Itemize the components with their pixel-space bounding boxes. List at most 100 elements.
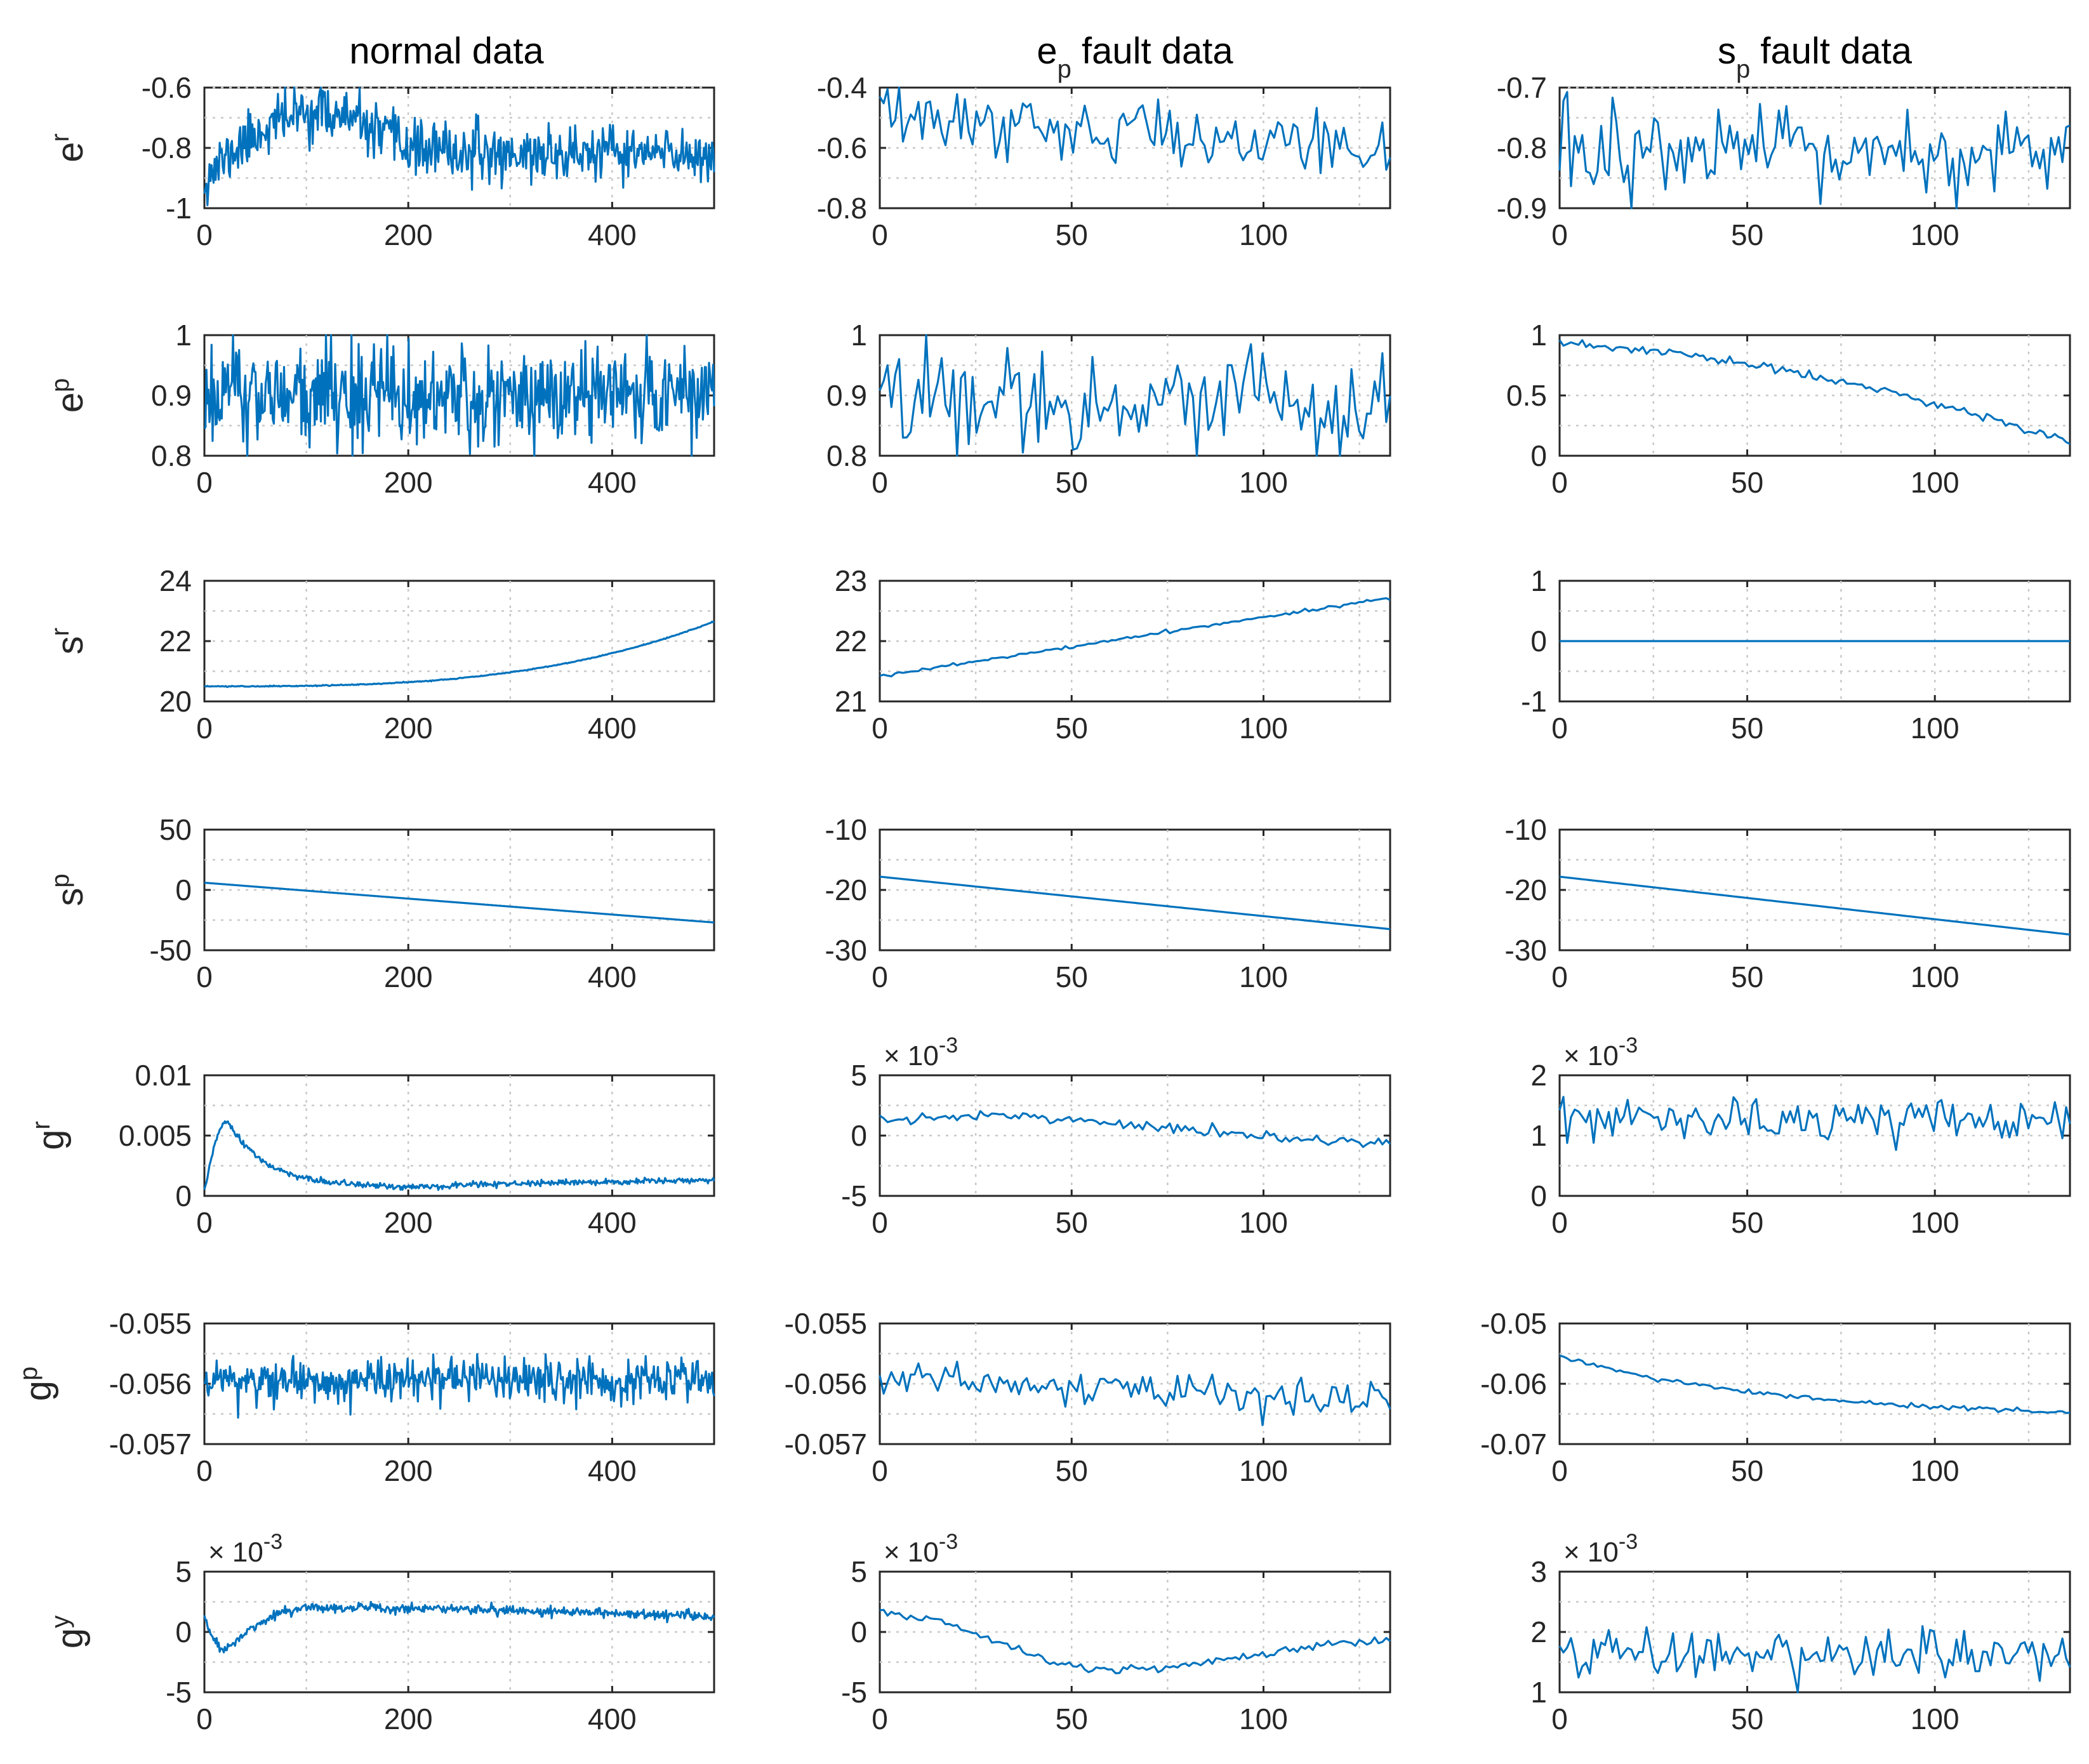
x-tick-label: 400 — [588, 466, 637, 499]
panel-r2-c1: 0 50 100 21 22 23 — [835, 564, 1391, 745]
series-line — [879, 597, 1391, 678]
y-tick-label: 22 — [159, 625, 192, 658]
y-tick-label: 1 — [1530, 564, 1547, 597]
series-line — [204, 882, 715, 924]
x-tick-label: 0 — [196, 960, 213, 993]
y-tick-label: 0 — [1530, 625, 1547, 658]
y-tick-label: -0.4 — [817, 71, 867, 104]
row-label-1: ep — [46, 378, 91, 413]
exponent-power: -3 — [263, 1530, 282, 1554]
y-tick-label: 1 — [851, 319, 867, 352]
x-tick-label: 100 — [1911, 1702, 1960, 1735]
y-tick-label: -5 — [841, 1676, 867, 1709]
y-tick-label: 5 — [175, 1555, 192, 1588]
x-tick-label: 0 — [196, 1206, 213, 1239]
x-tick-label: 100 — [1911, 466, 1960, 499]
y-tick-label: -5 — [166, 1676, 192, 1709]
y-tick-label: -0.8 — [142, 131, 192, 164]
row-label-6: gy — [46, 1615, 91, 1648]
series-line — [879, 1360, 1391, 1426]
y-tick-label: -30 — [1505, 934, 1547, 967]
x-tick-label: 50 — [1056, 1702, 1088, 1735]
y-tick-label: 20 — [159, 685, 192, 718]
panel-r3-c1: 0 50 100 -30 -20 -10 — [825, 813, 1391, 993]
y-tick-label: 0.8 — [826, 439, 867, 472]
x-tick-label: 200 — [384, 218, 433, 251]
x-tick-label: 50 — [1731, 960, 1763, 993]
x-tick-label: 50 — [1731, 1702, 1763, 1735]
series-line — [203, 86, 715, 206]
column-title-subscript: p — [1736, 55, 1750, 83]
exponent-label: × 10-3 — [1563, 1530, 1638, 1568]
column-title-ep_fault: ep fault data — [1037, 30, 1233, 83]
x-tick-label: 0 — [872, 218, 888, 251]
x-tick-label: 100 — [1239, 1454, 1288, 1487]
panel-r0-c0: 0 200 400 -1 -0.8 -0.6 — [142, 71, 715, 251]
y-tick-label: -0.05 — [1480, 1307, 1547, 1340]
y-tick-label: 0 — [851, 1119, 867, 1152]
y-tick-label: -1 — [166, 192, 192, 225]
panel-r6-c0: 0 200 400-505× 10-3 — [166, 1530, 715, 1735]
y-tick-label: 2 — [1530, 1615, 1547, 1648]
x-tick-label: 400 — [588, 1206, 637, 1239]
exponent-base: × 10 — [1563, 1537, 1619, 1568]
series-line — [1558, 91, 2071, 209]
exponent-base: × 10 — [884, 1537, 939, 1568]
series-line — [1559, 1355, 2071, 1414]
y-tick-label: -1 — [1521, 685, 1547, 718]
y-tick-label: 0 — [1530, 439, 1547, 472]
panel-r2-c2: 0 50 100-101 — [1521, 564, 2071, 745]
x-tick-label: 50 — [1056, 1206, 1088, 1239]
x-tick-label: 0 — [1551, 1702, 1568, 1735]
x-tick-label: 50 — [1056, 1454, 1088, 1487]
y-tick-label: -50 — [150, 934, 192, 967]
exponent-power: -3 — [1619, 1033, 1638, 1058]
x-tick-label: 100 — [1911, 1454, 1960, 1487]
panel-r1-c1: 0 50 100 0.8 0.9 1 — [826, 319, 1391, 499]
y-tick-label: 1 — [1530, 319, 1547, 352]
x-tick-label: 400 — [588, 1702, 637, 1735]
row-label-subscript: r — [27, 1121, 55, 1129]
series-line — [203, 334, 715, 457]
x-tick-label: 50 — [1731, 1454, 1763, 1487]
column-title-subscript: p — [1058, 55, 1071, 83]
series-line — [879, 334, 1391, 457]
y-tick-label: 0.9 — [826, 379, 867, 412]
series-line — [203, 1120, 715, 1191]
exponent-label: × 10-3 — [884, 1530, 958, 1568]
y-tick-label: 0 — [851, 1615, 867, 1648]
y-tick-label: -0.056 — [785, 1367, 867, 1400]
row-label-main: g — [50, 1628, 91, 1648]
x-tick-label: 100 — [1239, 466, 1288, 499]
y-tick-label: 0.8 — [151, 439, 192, 472]
x-tick-label: 200 — [384, 1206, 433, 1239]
series-line — [203, 1353, 715, 1419]
x-tick-label: 50 — [1056, 466, 1088, 499]
row-label-5: gp — [15, 1367, 59, 1402]
exponent-label: × 10-3 — [1563, 1033, 1638, 1071]
y-tick-label: -0.6 — [817, 131, 867, 164]
y-tick-label: -0.7 — [1497, 71, 1547, 104]
x-tick-label: 100 — [1911, 218, 1960, 251]
x-tick-label: 100 — [1239, 1702, 1288, 1735]
y-tick-label: 5 — [851, 1555, 867, 1588]
column-title-sp_fault: sp fault data — [1718, 30, 1913, 83]
panel-r3-c2: 0 50 100 -30 -20 -10 — [1505, 813, 2071, 993]
row-label-subscript: p — [46, 873, 74, 887]
y-tick-label: 23 — [835, 564, 867, 597]
x-tick-label: 0 — [196, 466, 213, 499]
y-tick-label: 50 — [159, 813, 192, 846]
x-tick-label: 0 — [872, 712, 888, 745]
panel-r1-c2: 0 50 100 0 0.5 1 — [1506, 319, 2071, 499]
series-line — [203, 1601, 715, 1654]
row-label-subscript: r — [46, 133, 74, 142]
row-label-main: s — [50, 888, 91, 906]
x-tick-label: 0 — [872, 1206, 888, 1239]
y-tick-label: -0.055 — [109, 1307, 192, 1340]
y-tick-label: -0.07 — [1480, 1428, 1547, 1461]
series-line — [879, 1608, 1391, 1674]
row-label-main: s — [50, 636, 91, 654]
x-tick-label: 0 — [872, 1454, 888, 1487]
y-tick-label: 24 — [159, 564, 192, 597]
x-tick-label: 0 — [872, 466, 888, 499]
